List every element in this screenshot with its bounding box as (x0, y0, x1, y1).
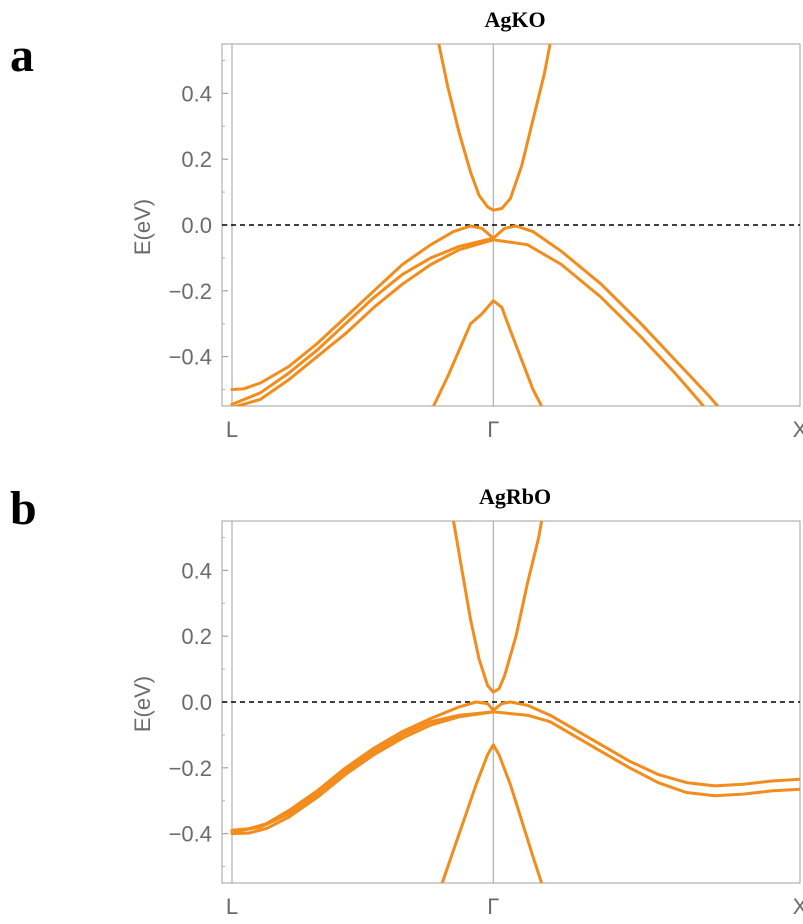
y-tick-label: 0.4 (181, 81, 212, 106)
x-tick-label: L (226, 417, 238, 442)
y-tick-label: 0.0 (181, 690, 212, 715)
chart-title: AgRbO (479, 484, 551, 509)
y-axis-label: E(eV) (130, 199, 155, 255)
y-tick-label: −0.2 (169, 279, 212, 304)
band-line-1 (437, 44, 552, 212)
chart-panel-b: L Γ X 0.4 0.2 0.0 −0.2 −0.4 AgRbO E(eV) (130, 484, 803, 919)
band-line-5 (432, 299, 544, 406)
band-line-3 (230, 236, 495, 406)
y-tick-label: 0.2 (181, 147, 212, 172)
y-axis-label: E(eV) (130, 676, 155, 732)
chart-title: AgKO (484, 7, 545, 32)
band-line-5 (440, 743, 544, 883)
y-tick-label: 0.4 (181, 558, 212, 583)
y-tick-label: −0.4 (169, 822, 212, 847)
x-tick-label: Γ (487, 894, 499, 919)
x-tick-label: X (793, 894, 803, 919)
band-line-4 (230, 710, 800, 836)
band-line-2 (230, 700, 800, 832)
x-tick-label: Γ (487, 417, 499, 442)
x-tick-label: L (226, 894, 238, 919)
band-line-3 (230, 710, 495, 834)
y-tick-label: −0.4 (169, 345, 212, 370)
band-line-1 (452, 521, 544, 694)
chart-panel-a: L Γ X 0.4 0.2 0.0 −0.2 −0.4 AgKO E(eV) (130, 7, 803, 442)
x-tick-label: X (793, 417, 803, 442)
panel-label-a: a (10, 29, 34, 82)
panel-label-b: b (10, 482, 37, 535)
band-line-4 (232, 238, 705, 406)
y-tick-label: 0.0 (181, 213, 212, 238)
y-tick-label: −0.2 (169, 756, 212, 781)
band-line-2 (230, 224, 720, 406)
y-tick-label: 0.2 (181, 624, 212, 649)
